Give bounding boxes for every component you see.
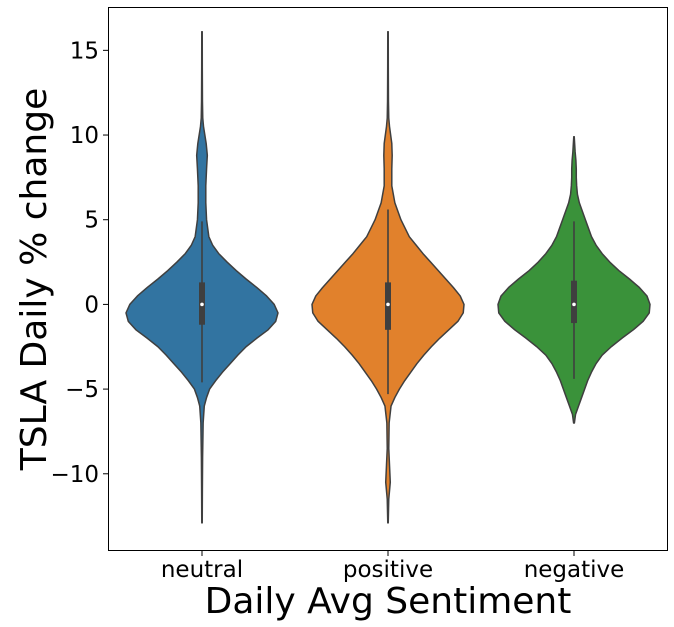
iqr-box-negative [571, 280, 577, 324]
x-tick-label-positive: positive [343, 557, 433, 583]
y-tick-label: 15 [70, 38, 99, 64]
y-tick-label: −5 [65, 377, 99, 403]
y-tick-label: 10 [70, 123, 99, 149]
y-axis-title: TSLA Daily % change [14, 88, 55, 471]
y-axis: −10 −5 0 5 10 15 [50, 38, 109, 488]
median-dot-negative [572, 302, 576, 307]
median-dot-positive [386, 302, 390, 307]
median-dot-neutral [200, 302, 204, 307]
x-tick-label-neutral: neutral [161, 557, 243, 583]
inner-boxes-layer [199, 209, 577, 395]
y-tick-label: −10 [50, 462, 99, 488]
x-tick-label-negative: negative [524, 557, 625, 583]
y-tick-label: 5 [84, 208, 99, 234]
y-tick-label: 0 [84, 292, 99, 318]
x-axis: neutral positive negative [161, 550, 624, 583]
x-axis-title: Daily Avg Sentiment [205, 581, 572, 622]
